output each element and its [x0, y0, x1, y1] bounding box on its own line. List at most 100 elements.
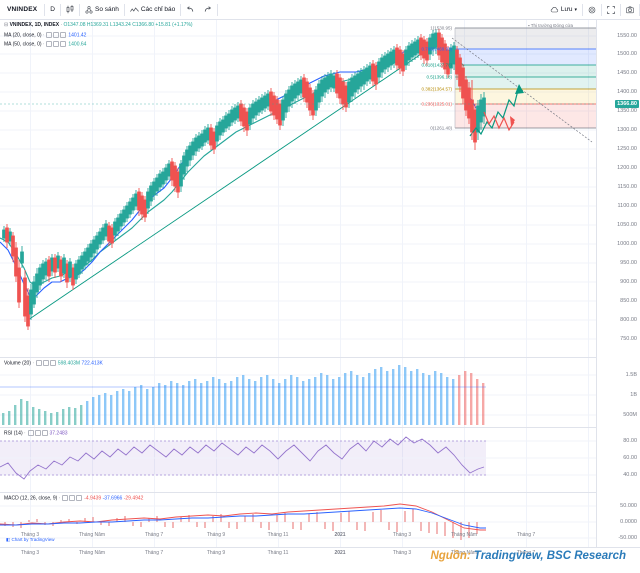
market-status-dot: ▪ — [528, 23, 530, 28]
ohlc-high-label: H — [86, 22, 91, 28]
time-tick: Tháng 7 — [516, 550, 536, 556]
price-scale[interactable]: 1550.00 1500.00 1450.00 1400.00 1366.80 … — [596, 20, 640, 547]
toolbar-divider — [620, 3, 621, 16]
symbol-legend: ⊟ VNINDEX, 1D, INDEX · O1347.08 H1369.31… — [4, 22, 193, 29]
time-tick: Tháng 11 — [267, 532, 289, 538]
time-tick: Tháng 3 — [392, 532, 412, 538]
toolbar-divider — [44, 3, 46, 16]
price-tick: 1250.00 — [617, 146, 637, 152]
legend-toggle-settings[interactable] — [34, 430, 41, 436]
chart-plot[interactable]: 1(1530.95) 0.786(1469.93) 0.618(1427.78)… — [0, 20, 596, 547]
toolbar-divider — [601, 3, 602, 16]
legend-toggle-eye[interactable] — [27, 430, 34, 436]
fullscreen-icon[interactable] — [602, 0, 620, 20]
fib-label-1: 1(1530.95) — [430, 25, 452, 31]
time-tick: Tháng 7 — [144, 532, 164, 538]
time-tick: Tháng Năm — [78, 550, 106, 556]
legend-toggle-eye[interactable] — [35, 360, 42, 366]
save-button[interactable]: Lưu ▾ — [545, 0, 582, 20]
compare-label: So sánh — [95, 6, 119, 13]
volume-tick: 1B — [630, 392, 637, 398]
price-tick: 1300.00 — [617, 127, 637, 133]
gridline-v — [92, 20, 93, 547]
interval-button[interactable]: D — [50, 6, 55, 13]
legend-toggle-more[interactable] — [60, 32, 67, 38]
price-tick: 1500.00 — [617, 51, 637, 57]
symbol-button[interactable]: VNINDEX — [7, 6, 38, 13]
eye-icon[interactable]: ⊟ — [4, 22, 9, 28]
ohlc-close-label: C — [132, 22, 136, 28]
caption-text: Nguồn: Tradingview, BSC Research — [430, 550, 626, 562]
price-tick: 1100.00 — [617, 203, 637, 209]
pane-separator[interactable] — [0, 492, 596, 493]
time-axis-row: Tháng 3 Tháng Năm Tháng 7 Tháng 9 Tháng … — [0, 530, 640, 544]
ohlc-low: 1343.24 — [112, 22, 131, 28]
toolbar-divider — [123, 3, 125, 16]
legend-toggle-eye[interactable] — [46, 32, 53, 38]
price-pane-canvas — [0, 27, 596, 340]
ohlc-low-label: L — [109, 22, 113, 28]
compare-button[interactable]: So sánh — [80, 0, 124, 20]
price-tick: 1150.00 — [617, 184, 637, 190]
chart-area[interactable]: 1(1530.95) 0.786(1469.93) 0.618(1427.78)… — [0, 20, 640, 547]
macd-legend: MACD (12, 26, close, 9) · -4.9439 -37.69… — [4, 495, 143, 502]
rsi-pane-canvas — [0, 436, 596, 480]
legend-toggle-more[interactable] — [49, 360, 56, 366]
time-tick-year: 2021 — [334, 550, 346, 556]
legend-toggle-settings[interactable] — [69, 495, 76, 501]
legend-toggle-settings[interactable] — [53, 32, 60, 38]
gridline-v — [216, 20, 217, 547]
gridline-v — [30, 20, 31, 547]
price-tick: 900.00 — [620, 279, 637, 285]
legend-toggle-more[interactable] — [76, 495, 83, 501]
macd-line-value: -37.6966 — [102, 495, 123, 502]
time-axis[interactable]: Tháng 3 Tháng Năm Tháng 7 Tháng 9 Tháng … — [0, 547, 640, 562]
redo-icon[interactable] — [199, 0, 217, 20]
price-tick: 750.00 — [620, 336, 637, 342]
macd-title: MACD (12, 26, close, 9) — [4, 495, 58, 502]
market-status: ▪ Thị trường Đóng cửa — [528, 23, 573, 28]
macd-tick: -50.000 — [618, 535, 637, 541]
macd-signal-value: -29.4942 — [123, 495, 144, 502]
volume-title: Volume (20) — [4, 360, 31, 367]
toolbar-divider — [60, 3, 61, 16]
tradingview-watermark[interactable]: ◧ Chart by TradingView — [6, 536, 54, 543]
legend-toggle-settings[interactable] — [53, 41, 60, 47]
legend-dot: · — [42, 32, 45, 39]
time-tick: Tháng 11 — [267, 550, 289, 556]
price-tick: 850.00 — [620, 298, 637, 304]
ma20-title: MA (20, close, 0) — [4, 32, 42, 39]
fib-label-0: 0(1261.40) — [430, 125, 452, 131]
price-tick: 1050.00 — [617, 222, 637, 228]
fib-label-05: 0.5(1396.18) — [426, 74, 452, 80]
chevron-down-icon: ▾ — [574, 6, 577, 13]
gridline-v — [154, 20, 155, 547]
legend-toggle-settings[interactable] — [42, 360, 49, 366]
watermark-text: Chart by TradingView — [11, 537, 55, 542]
legend-toggle-eye[interactable] — [62, 495, 69, 501]
volume-pane-canvas — [0, 365, 596, 425]
price-tick: 1000.00 — [617, 241, 637, 247]
pane-separator[interactable] — [0, 427, 596, 428]
legend-dot: · — [42, 41, 45, 48]
toolbar-right-group: Lưu ▾ — [545, 0, 640, 20]
legend-toggle-more[interactable] — [41, 430, 48, 436]
volume-legend: Volume (20) · 598.403M 722.413K — [4, 360, 103, 367]
undo-icon[interactable] — [181, 0, 199, 20]
legend-toggle-eye[interactable] — [46, 41, 53, 47]
price-tick: 1200.00 — [617, 165, 637, 171]
ohlc-close: 1366.80 — [135, 22, 154, 28]
candlestick-icon[interactable] — [61, 0, 79, 20]
ohlc-high: 1369.31 — [90, 22, 109, 28]
camera-icon[interactable] — [621, 0, 639, 20]
ma50-title: MA (50, close, 0) — [4, 41, 42, 48]
time-tick: Tháng 3 — [20, 532, 40, 538]
time-tick: Tháng 9 — [206, 550, 226, 556]
legend-toggle-more[interactable] — [60, 41, 67, 47]
gear-icon[interactable] — [583, 0, 601, 20]
macd-pane-canvas — [0, 503, 596, 540]
pane-separator[interactable] — [0, 357, 596, 358]
indicators-button[interactable]: Các chỉ báo — [125, 0, 180, 20]
gridline-v — [278, 20, 279, 547]
ohlc-open: 1347.08 — [67, 22, 86, 28]
